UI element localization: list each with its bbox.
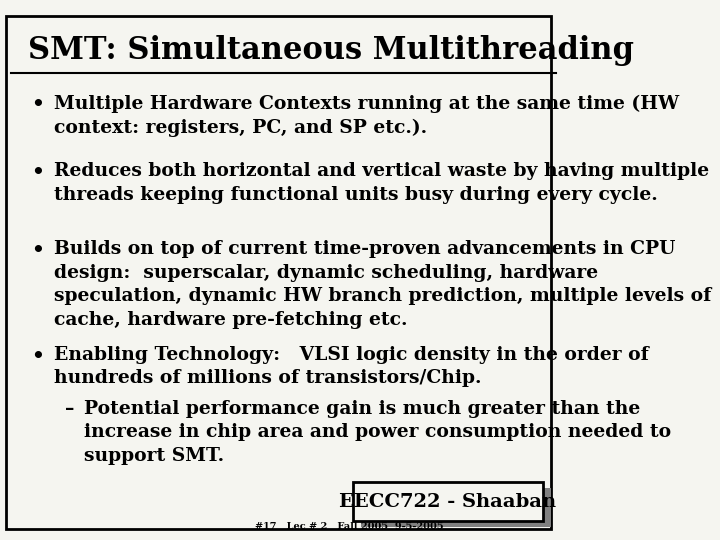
Text: •: • xyxy=(31,346,44,366)
Text: Multiple Hardware Contexts running at the same time (HW
context: registers, PC, : Multiple Hardware Contexts running at th… xyxy=(54,94,679,137)
FancyBboxPatch shape xyxy=(361,488,551,526)
FancyBboxPatch shape xyxy=(6,16,551,529)
Text: Reduces both horizontal and vertical waste by having multiple
threads keeping fu: Reduces both horizontal and vertical was… xyxy=(54,162,709,204)
Text: #17   Lec # 2   Fall 2005  9-5-2005: #17 Lec # 2 Fall 2005 9-5-2005 xyxy=(255,522,444,531)
Text: Enabling Technology:   VLSI logic density in the order of
hundreds of millions o: Enabling Technology: VLSI logic density … xyxy=(54,346,649,387)
Text: Potential performance gain is much greater than the
increase in chip area and po: Potential performance gain is much great… xyxy=(84,400,671,465)
Text: Builds on top of current time-proven advancements in CPU
design:  superscalar, d: Builds on top of current time-proven adv… xyxy=(54,240,711,329)
FancyBboxPatch shape xyxy=(353,482,544,521)
Text: –: – xyxy=(66,400,75,417)
Text: •: • xyxy=(31,94,44,114)
Text: SMT: Simultaneous Multithreading: SMT: Simultaneous Multithreading xyxy=(28,35,634,66)
Text: •: • xyxy=(31,162,44,182)
Text: EECC722 - Shaaban: EECC722 - Shaaban xyxy=(339,492,557,511)
Text: •: • xyxy=(31,240,44,260)
